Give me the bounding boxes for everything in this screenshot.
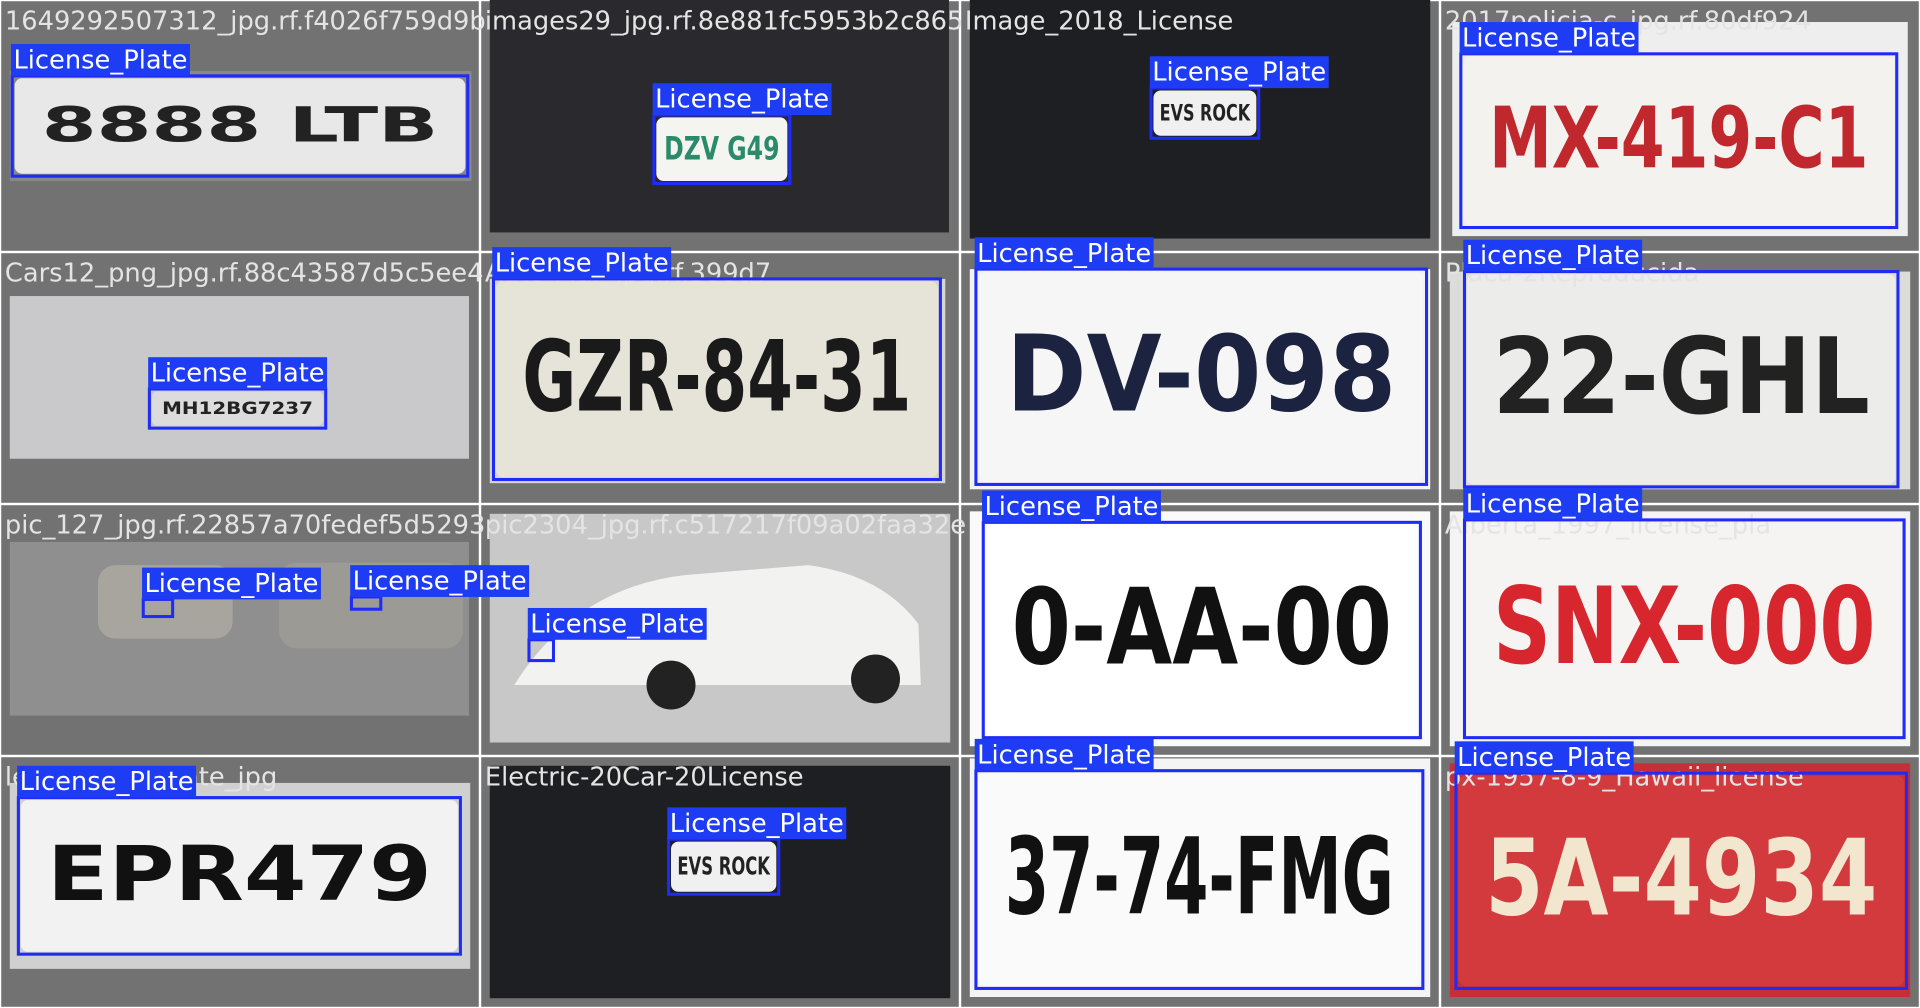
plate-text: SNX-000 (1493, 565, 1876, 689)
label-background (652, 83, 832, 115)
image-filename: 1649292507312_jpg.rf.f4026f759d9b (5, 6, 486, 36)
detection-box (1454, 771, 1909, 990)
plate-text: 5A-4934 (1485, 816, 1877, 939)
plate (495, 281, 938, 478)
class-label: License_Plate (1462, 23, 1636, 53)
plate (671, 841, 777, 892)
image-filename: pic2304_jpg.rf.c517217f09a02faa32e (485, 510, 966, 540)
image-filename: Image_2018_License (965, 6, 1233, 36)
image-filename: pic_127_jpg.rf.22857a70fedef5d5293 (5, 510, 485, 540)
label-background (1463, 239, 1643, 272)
plate (978, 773, 1421, 986)
class-label: License_Plate (977, 740, 1151, 770)
label-background (974, 237, 1154, 270)
image-filename: Electric-20Car-20License (485, 762, 804, 792)
car-shape (514, 565, 921, 686)
plate (985, 524, 1418, 736)
plate-text: DZV G49 (664, 129, 779, 167)
label-background (527, 607, 707, 640)
label-background (142, 567, 321, 600)
class-label: License_Plate (984, 492, 1158, 522)
label-background (492, 247, 672, 279)
plate (1458, 775, 1905, 986)
plate (14, 78, 466, 174)
plate-text: MH12BG7237 (162, 399, 313, 419)
class-label: License_Plate (530, 609, 704, 639)
class-label: License_Plate (1466, 241, 1640, 271)
detection-box (974, 267, 1429, 486)
plate (20, 800, 458, 952)
label-background (11, 44, 190, 76)
label-background (1459, 22, 1639, 54)
label-background (1454, 741, 1634, 774)
plate (1466, 274, 1896, 485)
class-label: License_Plate (495, 249, 669, 279)
plate (151, 391, 324, 426)
plate (1466, 522, 1902, 736)
label-background (1463, 488, 1643, 520)
label-background (982, 490, 1161, 523)
label-background (667, 807, 847, 840)
label-background (148, 357, 328, 390)
plate (979, 271, 1423, 482)
detection-box (981, 520, 1422, 740)
class-label: License_Plate (977, 239, 1151, 269)
class-label: License_Plate (670, 809, 844, 839)
class-label: License_Plate (353, 567, 527, 597)
class-label: License_Plate (144, 569, 318, 599)
plate-text: GZR-84-31 (522, 321, 911, 435)
plate (1153, 90, 1257, 136)
plate-text: 8888 LTB (42, 98, 439, 153)
detection-box (1462, 518, 1906, 740)
detection-box (16, 796, 462, 956)
plate-text: EVS ROCK (1160, 100, 1251, 126)
plate-text: EPR479 (47, 830, 432, 918)
detection-box (491, 277, 942, 482)
image-filename: images29_jpg.rf.8e881fc5953b2c865 (485, 6, 963, 36)
image-filename: Cars12_png_jpg.rf.88c43587d5c5ee4 (5, 258, 484, 288)
plate-text: 0-AA-00 (1012, 566, 1392, 689)
plate (1463, 56, 1895, 226)
wheel (646, 660, 696, 710)
label-background (1149, 56, 1329, 89)
label-background (974, 738, 1154, 771)
plate (656, 117, 788, 182)
class-label: License_Plate (20, 767, 194, 797)
label-background (17, 765, 197, 798)
class-label: License_Plate (655, 85, 829, 115)
plate-text: MX-419-C1 (1489, 90, 1868, 188)
class-label: License_Plate (1152, 58, 1326, 88)
plate-text: EVS ROCK (677, 852, 771, 881)
detection-box (1459, 52, 1899, 230)
plate-text: DV-098 (1006, 312, 1396, 435)
plate-text: 37-74-FMG (1005, 816, 1394, 940)
class-label: License_Plate (1466, 490, 1640, 520)
plate-text: 22-GHL (1493, 315, 1870, 438)
label-background (350, 565, 530, 597)
wheel (851, 654, 900, 704)
detection-box (1462, 270, 1900, 489)
class-label: License_Plate (13, 46, 187, 76)
class-label: License_Plate (151, 359, 325, 389)
detection-box (10, 74, 470, 178)
class-label: License_Plate (1457, 743, 1631, 773)
detection-box (974, 769, 1425, 990)
